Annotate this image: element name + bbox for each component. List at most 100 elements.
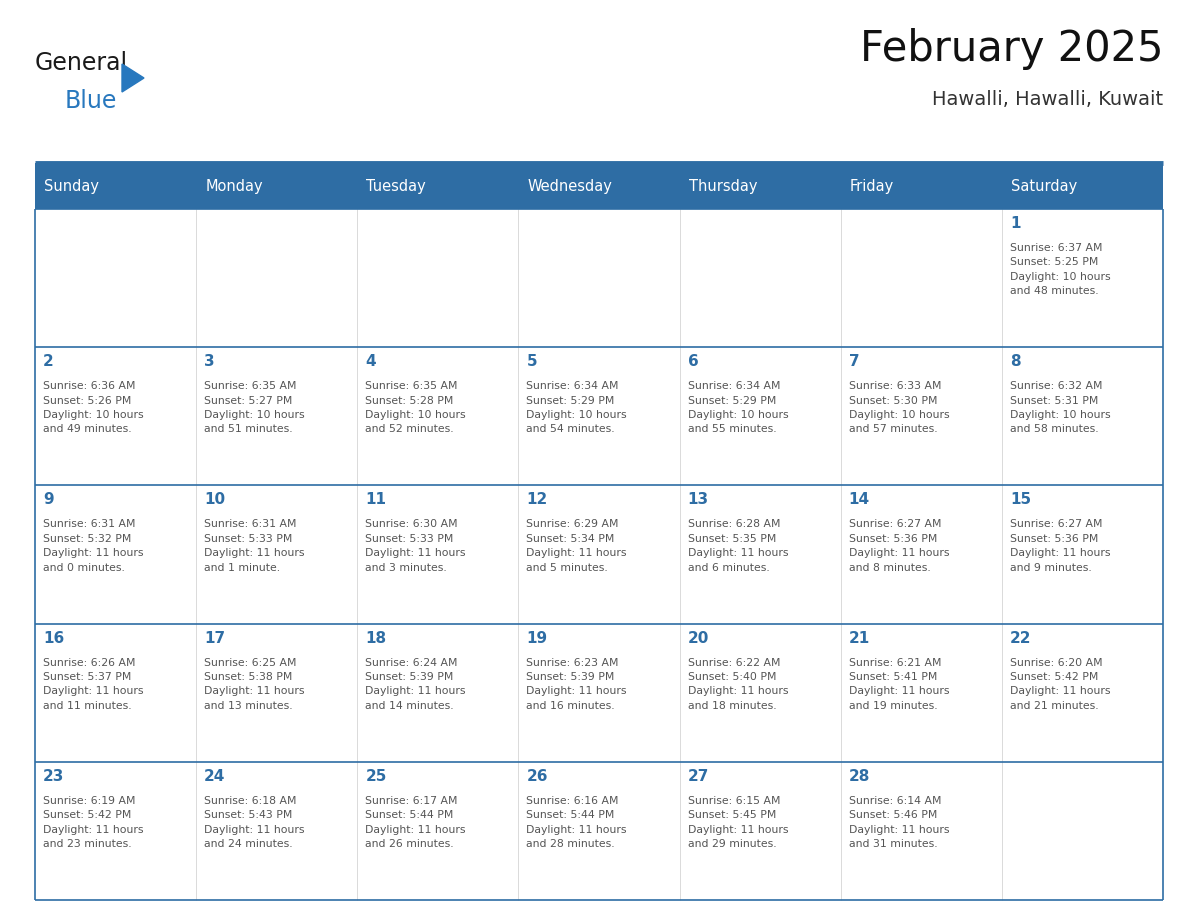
Text: Sunrise: 6:22 AM
Sunset: 5:40 PM
Daylight: 11 hours
and 18 minutes.: Sunrise: 6:22 AM Sunset: 5:40 PM Dayligh…: [688, 657, 788, 711]
Text: Sunday: Sunday: [44, 178, 99, 194]
Bar: [841, 762, 1001, 900]
Text: 15: 15: [1010, 492, 1031, 508]
Bar: [1001, 163, 1163, 209]
Text: Sunrise: 6:23 AM
Sunset: 5:39 PM
Daylight: 11 hours
and 16 minutes.: Sunrise: 6:23 AM Sunset: 5:39 PM Dayligh…: [526, 657, 627, 711]
Text: Thursday: Thursday: [689, 178, 757, 194]
Bar: [841, 623, 1001, 762]
Text: Sunrise: 6:36 AM
Sunset: 5:26 PM
Daylight: 10 hours
and 49 minutes.: Sunrise: 6:36 AM Sunset: 5:26 PM Dayligh…: [43, 381, 144, 434]
Bar: [680, 163, 841, 209]
Bar: [518, 163, 680, 209]
Text: Sunrise: 6:20 AM
Sunset: 5:42 PM
Daylight: 11 hours
and 21 minutes.: Sunrise: 6:20 AM Sunset: 5:42 PM Dayligh…: [1010, 657, 1111, 711]
Text: Sunrise: 6:27 AM
Sunset: 5:36 PM
Daylight: 11 hours
and 8 minutes.: Sunrise: 6:27 AM Sunset: 5:36 PM Dayligh…: [848, 520, 949, 573]
Text: Sunrise: 6:37 AM
Sunset: 5:25 PM
Daylight: 10 hours
and 48 minutes.: Sunrise: 6:37 AM Sunset: 5:25 PM Dayligh…: [1010, 243, 1111, 297]
Bar: [358, 623, 518, 762]
Bar: [34, 623, 196, 762]
Bar: [1001, 209, 1163, 347]
Text: 1: 1: [1010, 216, 1020, 231]
Text: Sunrise: 6:25 AM
Sunset: 5:38 PM
Daylight: 11 hours
and 13 minutes.: Sunrise: 6:25 AM Sunset: 5:38 PM Dayligh…: [204, 657, 304, 711]
Polygon shape: [122, 64, 144, 92]
Bar: [34, 347, 196, 486]
Text: Sunrise: 6:18 AM
Sunset: 5:43 PM
Daylight: 11 hours
and 24 minutes.: Sunrise: 6:18 AM Sunset: 5:43 PM Dayligh…: [204, 796, 304, 849]
Bar: [518, 347, 680, 486]
Text: Sunrise: 6:32 AM
Sunset: 5:31 PM
Daylight: 10 hours
and 58 minutes.: Sunrise: 6:32 AM Sunset: 5:31 PM Dayligh…: [1010, 381, 1111, 434]
Text: Sunrise: 6:31 AM
Sunset: 5:33 PM
Daylight: 11 hours
and 1 minute.: Sunrise: 6:31 AM Sunset: 5:33 PM Dayligh…: [204, 520, 304, 573]
Bar: [518, 762, 680, 900]
Text: 28: 28: [848, 768, 870, 784]
Text: Sunrise: 6:19 AM
Sunset: 5:42 PM
Daylight: 11 hours
and 23 minutes.: Sunrise: 6:19 AM Sunset: 5:42 PM Dayligh…: [43, 796, 144, 849]
Text: Monday: Monday: [206, 178, 263, 194]
Bar: [196, 347, 358, 486]
Bar: [196, 762, 358, 900]
Text: 10: 10: [204, 492, 226, 508]
Bar: [1001, 486, 1163, 623]
Text: Sunrise: 6:35 AM
Sunset: 5:28 PM
Daylight: 10 hours
and 52 minutes.: Sunrise: 6:35 AM Sunset: 5:28 PM Dayligh…: [365, 381, 466, 434]
Text: General: General: [34, 51, 128, 75]
Text: Sunrise: 6:21 AM
Sunset: 5:41 PM
Daylight: 11 hours
and 19 minutes.: Sunrise: 6:21 AM Sunset: 5:41 PM Dayligh…: [848, 657, 949, 711]
Text: Sunrise: 6:35 AM
Sunset: 5:27 PM
Daylight: 10 hours
and 51 minutes.: Sunrise: 6:35 AM Sunset: 5:27 PM Dayligh…: [204, 381, 305, 434]
Text: Sunrise: 6:28 AM
Sunset: 5:35 PM
Daylight: 11 hours
and 6 minutes.: Sunrise: 6:28 AM Sunset: 5:35 PM Dayligh…: [688, 520, 788, 573]
Text: February 2025: February 2025: [859, 28, 1163, 70]
Text: 20: 20: [688, 631, 709, 645]
Text: 26: 26: [526, 768, 548, 784]
Text: 4: 4: [365, 354, 375, 369]
Text: 12: 12: [526, 492, 548, 508]
Bar: [358, 762, 518, 900]
Bar: [841, 209, 1001, 347]
Text: 5: 5: [526, 354, 537, 369]
Text: Sunrise: 6:27 AM
Sunset: 5:36 PM
Daylight: 11 hours
and 9 minutes.: Sunrise: 6:27 AM Sunset: 5:36 PM Dayligh…: [1010, 520, 1111, 573]
Text: Tuesday: Tuesday: [366, 178, 426, 194]
Text: 9: 9: [43, 492, 53, 508]
Text: 23: 23: [43, 768, 64, 784]
Text: 17: 17: [204, 631, 226, 645]
Bar: [358, 347, 518, 486]
Text: 14: 14: [848, 492, 870, 508]
Text: Sunrise: 6:17 AM
Sunset: 5:44 PM
Daylight: 11 hours
and 26 minutes.: Sunrise: 6:17 AM Sunset: 5:44 PM Dayligh…: [365, 796, 466, 849]
Bar: [196, 209, 358, 347]
Bar: [358, 163, 518, 209]
Text: Sunrise: 6:31 AM
Sunset: 5:32 PM
Daylight: 11 hours
and 0 minutes.: Sunrise: 6:31 AM Sunset: 5:32 PM Dayligh…: [43, 520, 144, 573]
Bar: [841, 347, 1001, 486]
Text: 21: 21: [848, 631, 870, 645]
Text: 3: 3: [204, 354, 215, 369]
Text: Hawalli, Hawalli, Kuwait: Hawalli, Hawalli, Kuwait: [931, 90, 1163, 109]
Text: Sunrise: 6:14 AM
Sunset: 5:46 PM
Daylight: 11 hours
and 31 minutes.: Sunrise: 6:14 AM Sunset: 5:46 PM Dayligh…: [848, 796, 949, 849]
Text: Wednesday: Wednesday: [527, 178, 612, 194]
Bar: [680, 347, 841, 486]
Text: 16: 16: [43, 631, 64, 645]
Text: Sunrise: 6:29 AM
Sunset: 5:34 PM
Daylight: 11 hours
and 5 minutes.: Sunrise: 6:29 AM Sunset: 5:34 PM Dayligh…: [526, 520, 627, 573]
Bar: [680, 209, 841, 347]
Bar: [680, 486, 841, 623]
Text: 22: 22: [1010, 631, 1031, 645]
Text: Blue: Blue: [65, 89, 118, 113]
Bar: [680, 762, 841, 900]
Text: 13: 13: [688, 492, 709, 508]
Text: 24: 24: [204, 768, 226, 784]
Bar: [196, 486, 358, 623]
Text: Sunrise: 6:15 AM
Sunset: 5:45 PM
Daylight: 11 hours
and 29 minutes.: Sunrise: 6:15 AM Sunset: 5:45 PM Dayligh…: [688, 796, 788, 849]
Text: Sunrise: 6:16 AM
Sunset: 5:44 PM
Daylight: 11 hours
and 28 minutes.: Sunrise: 6:16 AM Sunset: 5:44 PM Dayligh…: [526, 796, 627, 849]
Text: Sunrise: 6:26 AM
Sunset: 5:37 PM
Daylight: 11 hours
and 11 minutes.: Sunrise: 6:26 AM Sunset: 5:37 PM Dayligh…: [43, 657, 144, 711]
Text: 27: 27: [688, 768, 709, 784]
Text: 8: 8: [1010, 354, 1020, 369]
Text: 2: 2: [43, 354, 53, 369]
Text: Sunrise: 6:30 AM
Sunset: 5:33 PM
Daylight: 11 hours
and 3 minutes.: Sunrise: 6:30 AM Sunset: 5:33 PM Dayligh…: [365, 520, 466, 573]
Text: Sunrise: 6:24 AM
Sunset: 5:39 PM
Daylight: 11 hours
and 14 minutes.: Sunrise: 6:24 AM Sunset: 5:39 PM Dayligh…: [365, 657, 466, 711]
Text: Sunrise: 6:34 AM
Sunset: 5:29 PM
Daylight: 10 hours
and 54 minutes.: Sunrise: 6:34 AM Sunset: 5:29 PM Dayligh…: [526, 381, 627, 434]
Bar: [680, 623, 841, 762]
Text: Friday: Friday: [849, 178, 893, 194]
Text: Sunrise: 6:33 AM
Sunset: 5:30 PM
Daylight: 10 hours
and 57 minutes.: Sunrise: 6:33 AM Sunset: 5:30 PM Dayligh…: [848, 381, 949, 434]
Text: Saturday: Saturday: [1011, 178, 1078, 194]
Bar: [1001, 623, 1163, 762]
Bar: [841, 486, 1001, 623]
Text: 7: 7: [848, 354, 859, 369]
Bar: [1001, 762, 1163, 900]
Bar: [518, 623, 680, 762]
Bar: [1001, 347, 1163, 486]
Text: Sunrise: 6:34 AM
Sunset: 5:29 PM
Daylight: 10 hours
and 55 minutes.: Sunrise: 6:34 AM Sunset: 5:29 PM Dayligh…: [688, 381, 788, 434]
Bar: [518, 486, 680, 623]
Bar: [34, 163, 196, 209]
Text: 25: 25: [365, 768, 386, 784]
Text: 6: 6: [688, 354, 699, 369]
Bar: [196, 623, 358, 762]
Bar: [34, 762, 196, 900]
